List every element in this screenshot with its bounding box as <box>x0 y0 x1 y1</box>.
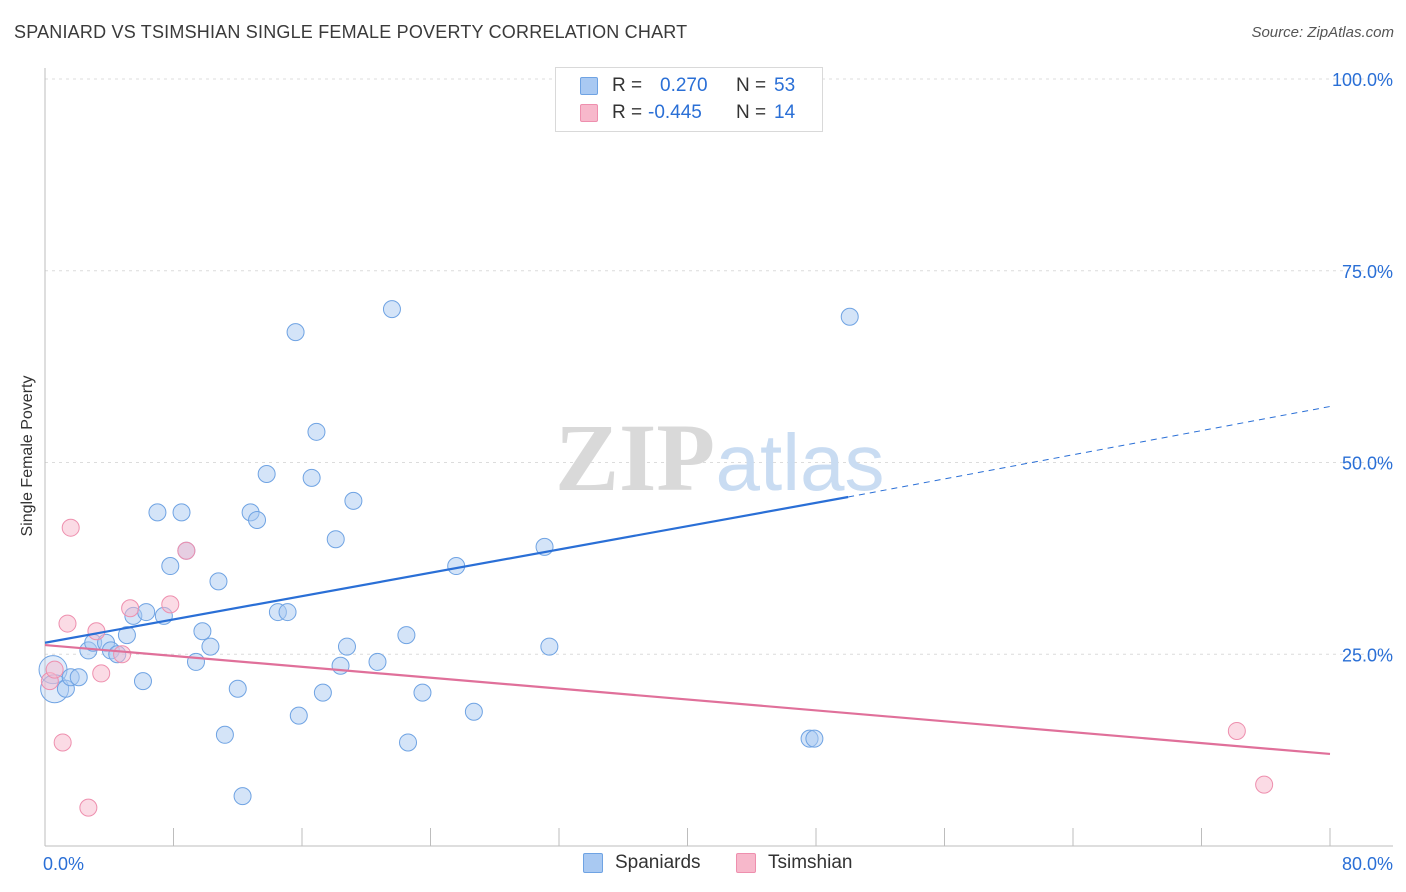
point-spaniards <box>344 491 363 510</box>
point-spaniards <box>397 626 416 645</box>
legend-n-label: N = <box>736 75 767 96</box>
point-tsimshian <box>45 660 64 679</box>
point-tsimshian <box>177 541 196 560</box>
point-spaniards <box>382 300 401 319</box>
point-spaniards <box>337 637 356 656</box>
point-spaniards <box>464 702 483 721</box>
trend-line-tsimshian <box>44 643 1331 756</box>
y-tick-label: 25.0% <box>1342 645 1393 665</box>
point-tsimshian <box>61 518 80 537</box>
legend-n-label: N = <box>736 102 767 123</box>
chart-title: SPANIARD VS TSIMSHIAN SINGLE FEMALE POVE… <box>14 22 688 42</box>
data-points <box>38 70 1274 817</box>
point-spaniards <box>133 672 152 691</box>
series-label-tsimshian: Tsimshian <box>768 852 853 873</box>
legend-r-label: R = <box>612 102 643 123</box>
point-tsimshian <box>79 798 98 817</box>
series-swatch-spaniards <box>583 853 603 873</box>
point-spaniards <box>137 603 156 622</box>
point-spaniards <box>186 652 205 671</box>
legend-r-value: 0.270 <box>660 75 708 96</box>
legend-swatch-tsimshian <box>580 104 598 122</box>
point-spaniards <box>326 530 345 549</box>
legend-n-value: 14 <box>774 102 796 123</box>
point-spaniards <box>172 503 191 522</box>
point-spaniards <box>148 503 167 522</box>
point-spaniards <box>117 626 136 645</box>
axes <box>44 68 1393 847</box>
watermark-zip: ZIP <box>555 404 715 511</box>
point-spaniards <box>805 729 824 748</box>
point-tsimshian <box>92 664 111 683</box>
y-tick-label: 50.0% <box>1342 454 1393 474</box>
point-spaniards <box>368 652 387 671</box>
source-label: Source: ZipAtlas.com <box>1251 24 1394 41</box>
tick-labels: 25.0% 50.0% 75.0% 100.0% 0.0% 80.0% <box>43 70 1393 874</box>
y-tick-label: 100.0% <box>1332 70 1393 90</box>
point-spaniards <box>193 622 212 641</box>
correlation-legend: R = 0.270 N = 53 R = -0.445 N = 14 <box>555 67 823 132</box>
grid-lines <box>45 78 1393 655</box>
point-spaniards <box>413 683 432 702</box>
point-spaniards <box>313 683 332 702</box>
point-spaniards <box>209 572 228 591</box>
point-spaniards <box>201 637 220 656</box>
point-tsimshian <box>58 614 77 633</box>
point-spaniards <box>215 725 234 744</box>
x-tick-label-max: 80.0% <box>1342 854 1393 874</box>
point-tsimshian <box>113 645 132 664</box>
point-spaniards <box>840 307 859 326</box>
point-spaniards <box>228 679 247 698</box>
point-tsimshian <box>53 733 72 752</box>
legend-r-value: -0.445 <box>648 102 702 123</box>
point-spaniards <box>302 468 321 487</box>
series-swatch-tsimshian <box>736 853 756 873</box>
trend-extension-spaniards <box>848 406 1331 498</box>
series-label-spaniards: Spaniards <box>615 852 701 873</box>
point-spaniards <box>331 656 350 675</box>
watermark: ZIP atlas <box>555 404 885 511</box>
watermark-atlas: atlas <box>716 418 885 507</box>
point-spaniards <box>286 323 305 342</box>
point-spaniards <box>233 787 252 806</box>
trend-line-spaniards <box>44 495 849 644</box>
point-spaniards <box>307 422 326 441</box>
point-tsimshian <box>121 599 140 618</box>
point-tsimshian <box>161 595 180 614</box>
point-spaniards <box>69 668 88 687</box>
point-spaniards <box>289 706 308 725</box>
point-spaniards <box>161 557 180 576</box>
point-tsimshian <box>1255 775 1274 794</box>
legend-swatch-spaniards <box>580 77 598 95</box>
point-spaniards <box>248 511 267 530</box>
x-tick-label-min: 0.0% <box>43 854 84 874</box>
point-tsimshian <box>1227 721 1246 740</box>
y-tick-label: 75.0% <box>1342 262 1393 282</box>
point-spaniards <box>540 637 559 656</box>
point-spaniards <box>257 465 276 484</box>
point-spaniards <box>278 603 297 622</box>
point-spaniards <box>399 733 418 752</box>
legend-r-label: R = <box>612 75 643 96</box>
legend-n-value: 53 <box>774 75 796 96</box>
trend-lines <box>44 406 1331 756</box>
